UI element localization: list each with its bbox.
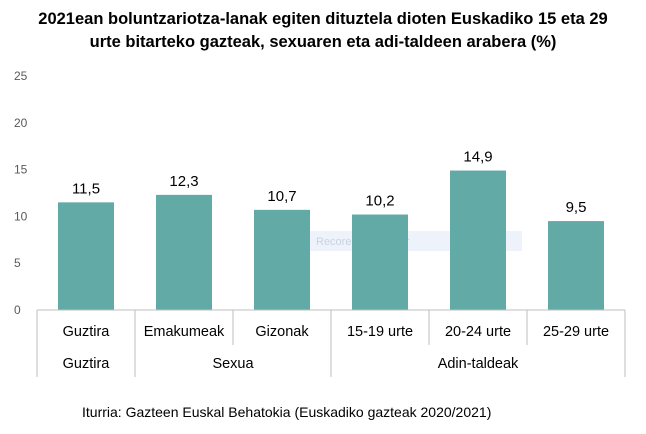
chart-title-line-2: urte bitarteko gazteak, sexuaren eta adi…	[89, 33, 557, 51]
y-tick-label: 20	[14, 116, 28, 130]
group-label: Guztira	[63, 356, 111, 372]
y-tick-label: 0	[14, 303, 21, 317]
bar	[156, 194, 212, 310]
x-tick-label: 15-19 urte	[347, 324, 413, 340]
y-tick-label: 10	[14, 209, 28, 223]
x-tick-label: Emakumeak	[144, 324, 225, 340]
chart-title: 2021ean boluntzariotza-lanak egiten ditu…	[0, 8, 646, 54]
y-tick-label: 5	[14, 256, 21, 270]
x-tick-label: Guztira	[63, 324, 111, 340]
x-tick-label: Gizonak	[255, 324, 309, 340]
x-tick-label: 25-29 urte	[543, 324, 609, 340]
y-tick-label: 15	[14, 163, 28, 177]
chart-title-line-1: 2021ean boluntzariotza-lanak egiten ditu…	[38, 10, 608, 28]
bar	[548, 221, 604, 310]
data-label: 10,2	[365, 193, 394, 210]
source-note: Iturria: Gazteen Euskal Behatokia (Euska…	[82, 404, 492, 420]
bar	[450, 170, 506, 310]
y-tick-label: 25	[14, 69, 28, 83]
bar	[58, 202, 114, 310]
bar	[254, 209, 310, 310]
data-label: 12,3	[169, 173, 198, 190]
data-label: 11,5	[72, 180, 100, 197]
bar	[352, 214, 408, 310]
data-label: 14,9	[463, 149, 492, 166]
data-label: 9,5	[566, 199, 587, 216]
data-label: 10,7	[267, 188, 296, 205]
group-label: Sexua	[212, 356, 254, 372]
group-label: Adin-taldeak	[438, 356, 519, 372]
x-tick-label: 20-24 urte	[445, 324, 511, 340]
